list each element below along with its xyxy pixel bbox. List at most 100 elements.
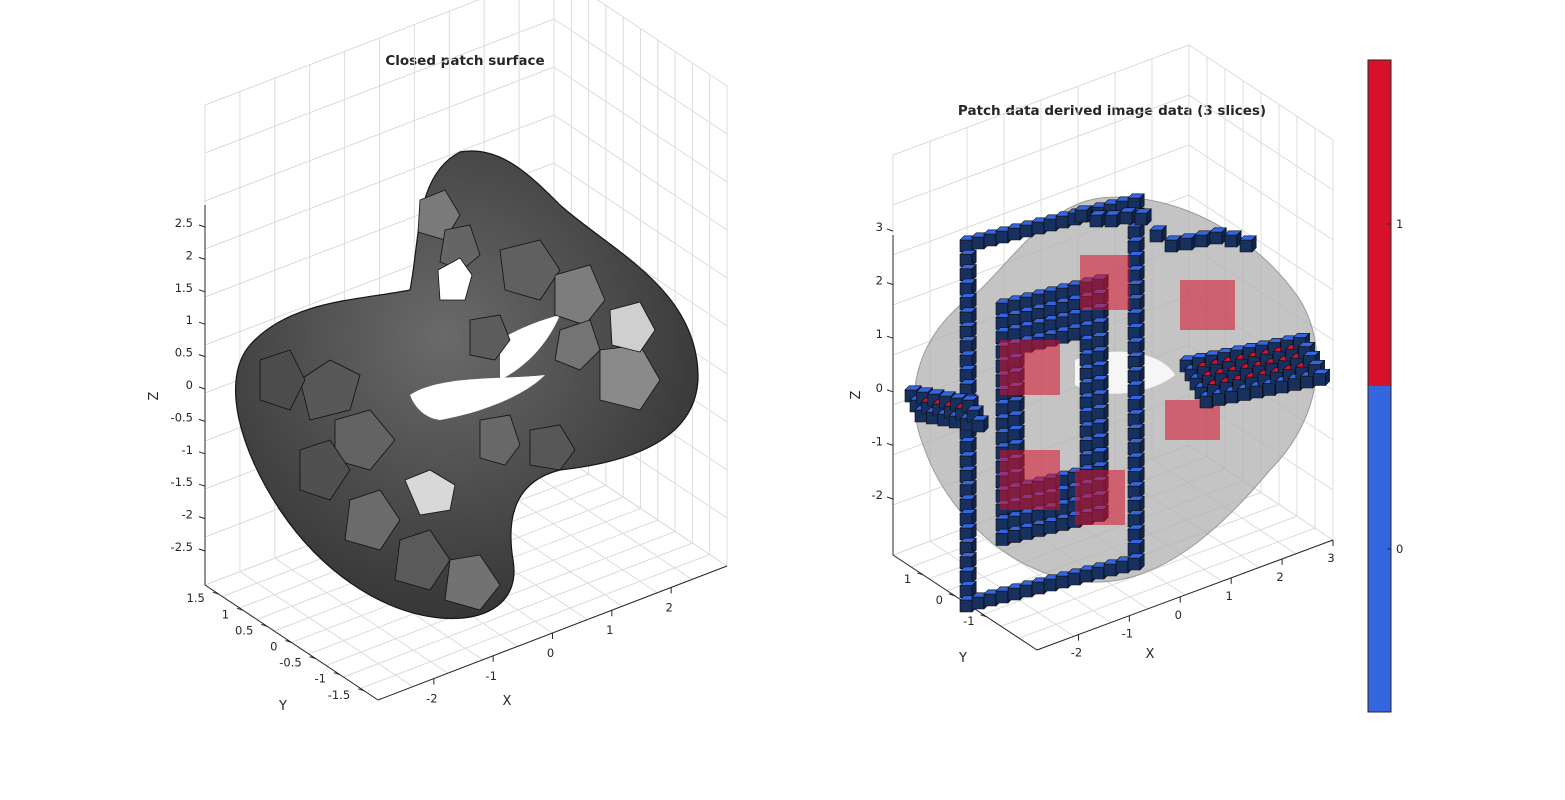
x-tick-label: 0 (547, 646, 554, 660)
grid-line (553, 114, 728, 231)
z-tick-mark (198, 516, 206, 520)
z-tick-label: 2 (876, 274, 883, 288)
voxel-slices (904, 193, 1331, 613)
voxel-0 (1179, 233, 1197, 251)
voxel-0 (959, 350, 977, 368)
z-tick-mark (198, 289, 206, 293)
grid-line (1188, 94, 1334, 191)
y-tick-label: -0.5 (279, 656, 301, 670)
voxel-0 (1091, 360, 1109, 379)
z-tick-mark (198, 386, 206, 390)
axes-right-xlabel: X (1146, 647, 1155, 662)
colorbar-frame (1367, 59, 1392, 713)
z-tick-label: 0.5 (175, 346, 193, 360)
grid-line (553, 66, 728, 183)
z-tick-label: 0 (186, 378, 193, 392)
colorbar-segment-1 (1368, 60, 1391, 386)
voxel-1-region (1080, 255, 1130, 310)
grid-line (204, 0, 480, 106)
voxel-0 (1134, 208, 1152, 226)
z-tick-label: 0 (876, 381, 883, 395)
voxel-0 (1074, 205, 1092, 223)
y-tick-mark (309, 656, 316, 660)
y-tick-label: 1.5 (187, 591, 205, 605)
y-tick-mark (285, 640, 292, 643)
x-tick-label: 0 (1175, 608, 1182, 622)
z-tick-mark (198, 418, 206, 422)
grid-line (892, 94, 1190, 206)
grid-line (553, 18, 728, 135)
grid-line (1188, 144, 1334, 241)
y-tick-label: 0 (270, 640, 277, 654)
z-tick-mark (886, 496, 894, 500)
grid-line (204, 66, 555, 202)
surface-facet (259, 349, 306, 411)
voxel-0 (1127, 308, 1145, 326)
voxel-0 (1127, 265, 1145, 283)
voxel-0 (1127, 423, 1145, 442)
y-tick-label: -1.5 (328, 688, 350, 702)
surface-facet (554, 319, 601, 371)
voxel-0 (1127, 509, 1145, 528)
y-tick-mark (358, 688, 365, 692)
y-tick-mark (917, 572, 924, 576)
voxel-1-region (1000, 340, 1060, 395)
voxel-1-region (1075, 470, 1125, 525)
grid-line (204, 18, 555, 154)
voxel-0 (959, 335, 977, 354)
surface-facet (439, 224, 481, 271)
grid-line (596, 0, 728, 87)
y-tick-label: 0.5 (235, 623, 253, 637)
voxel-0 (971, 415, 989, 433)
voxel-1-region (1180, 280, 1235, 330)
z-tick-mark (198, 354, 206, 358)
y-tick-label: -1 (314, 672, 325, 686)
grid-line (1188, 44, 1334, 141)
surface-facet (529, 424, 576, 471)
z-tick-label: -2 (182, 508, 193, 522)
grid-line (518, 463, 693, 580)
y-tick-mark (236, 607, 244, 611)
z-tick-mark (198, 321, 206, 325)
voxel-0 (1091, 403, 1109, 422)
voxel-0 (1089, 210, 1107, 228)
voxel-0 (959, 263, 977, 282)
y-tick-label: 0 (936, 593, 943, 607)
z-tick-label: -0.5 (171, 410, 193, 424)
voxel-0 (959, 551, 977, 570)
voxel-0 (1119, 207, 1137, 225)
z-tick-label: 2 (186, 248, 193, 262)
surface-facet (299, 359, 361, 421)
voxel-0 (1209, 227, 1227, 245)
voxel-0 (1127, 409, 1145, 427)
voxel-1-region (1000, 450, 1060, 510)
y-tick-mark (212, 591, 219, 595)
voxel-0 (1239, 235, 1257, 253)
voxel-0 (1007, 424, 1025, 443)
z-tick-label: 3 (876, 220, 883, 234)
z-tick-mark (886, 228, 894, 232)
voxel-0 (959, 479, 977, 498)
voxel-0 (959, 494, 977, 512)
voxel-0 (959, 465, 977, 484)
surface-facet (394, 529, 451, 591)
colorbar-tick-0: 0 (1396, 542, 1403, 556)
surface-facet (469, 314, 511, 361)
colorbar: 1 0 (1367, 59, 1403, 713)
axes-right-ticks: -2 -1 0 1 2 3 -1 0 1 -2 -1 0 1 2 3 (872, 220, 1335, 660)
voxel-0 (1127, 524, 1145, 542)
voxel-0 (1127, 553, 1145, 571)
z-tick-label: 1 (876, 327, 883, 341)
voxel-0 (1127, 322, 1145, 341)
y-tick-label: 1 (222, 607, 229, 621)
axes-left-ticks: -2-1012-1.5-1-0.500.511.5-2.5-2-1.5-1-0.… (171, 216, 673, 706)
voxel-0 (1194, 230, 1212, 248)
grid-line (1188, 194, 1334, 291)
axes-left-zlabel: Z (147, 391, 162, 400)
z-tick-mark (886, 282, 894, 286)
grid-line (204, 114, 555, 250)
voxel-0 (959, 307, 977, 325)
colorbar-segment-0 (1368, 386, 1391, 712)
z-tick-mark (886, 335, 894, 339)
voxel-0 (1127, 437, 1145, 456)
